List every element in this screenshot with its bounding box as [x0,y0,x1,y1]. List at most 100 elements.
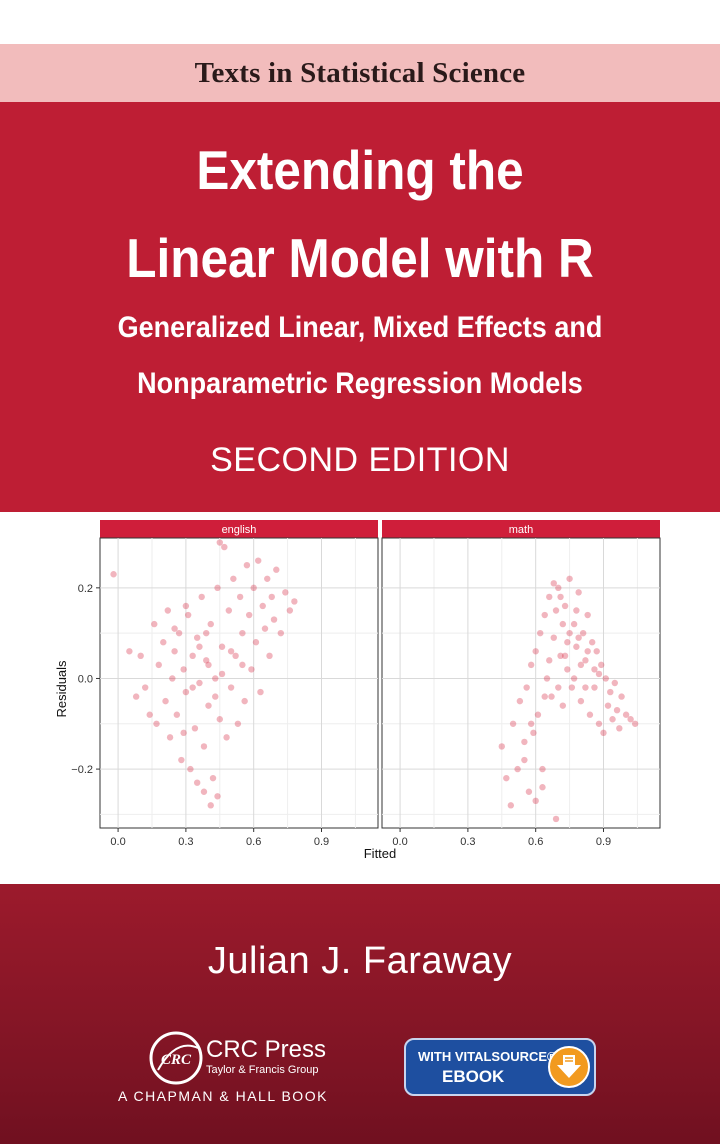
y-tick-label: −0.2 [71,764,93,776]
crc-logo-text: CRC [161,1052,192,1068]
data-point [584,611,591,619]
data-point [575,589,582,596]
data-point [203,657,210,664]
data-point [218,643,226,650]
y-tick-label: 0.2 [78,583,93,595]
data-point [146,711,153,718]
data-point [277,629,285,637]
data-point [622,711,630,718]
x-tick-label: 0.0 [110,836,125,848]
data-point [627,716,634,723]
data-point [250,584,257,592]
badge-line-1: WITH VITALSOURCE® [418,1049,557,1064]
residuals-scatter-chart: english 0.0 0.3 0.6 0.9 math 0.0 0.3 0.6 0.9 0.2 0.… [54,520,661,861]
data-point [586,711,594,718]
data-point [160,639,167,646]
data-point [514,765,521,773]
data-point [200,743,208,750]
data-point [273,566,280,573]
data-point [541,611,548,619]
data-point [132,693,140,700]
data-point [559,620,567,628]
data-point [530,729,537,737]
data-point [212,693,219,700]
data-point [216,539,223,546]
x-tick-label: 0.0 [392,836,407,848]
data-point [209,774,217,782]
data-point [532,797,539,805]
data-point [182,602,190,610]
data-point [227,648,235,655]
publisher-name: CRC Press [206,1036,327,1063]
data-point [564,639,571,646]
badge-line-2: EBOOK [442,1067,505,1086]
title-block [0,102,720,512]
data-point [613,706,621,714]
data-point [218,670,226,678]
data-point [207,620,214,628]
data-point [193,634,201,641]
data-point [198,593,205,601]
data-point [180,729,187,737]
x-tick-label: 0.6 [528,836,543,848]
data-point [189,652,196,660]
book-title-line-1: Extending the [196,139,524,201]
data-point [184,611,192,619]
data-point [523,684,530,691]
data-point [521,738,528,746]
data-point [539,765,546,773]
x-tick-label: 0.9 [596,836,611,848]
data-point [532,648,539,655]
data-point [525,788,533,795]
panel-frame [99,537,379,829]
publisher-group: Taylor & Francis Group [206,1064,319,1076]
data-point [268,593,275,601]
series-band: Texts in Statistical Science [0,44,720,102]
data-point [591,684,598,691]
crc-logo-icon: CRC [149,1031,203,1085]
author-block [0,884,720,1144]
x-tick-label: 0.3 [178,836,193,848]
data-point [534,711,542,718]
data-point [604,702,612,709]
data-point [561,652,569,660]
data-point [552,607,560,614]
author-name: Julian J. Faraway [207,940,513,982]
data-point [570,620,578,628]
data-point [566,629,573,637]
data-point [191,725,199,732]
data-point [282,589,289,596]
data-point [166,734,174,741]
data-point [239,661,246,669]
data-point [527,661,535,669]
data-point [546,657,553,664]
data-point [539,784,546,791]
data-point [557,652,564,660]
data-point [541,693,548,700]
data-point [582,657,589,664]
data-point [616,725,623,732]
data-point [550,634,557,641]
data-point [175,629,183,637]
data-point [573,643,580,650]
vitalsource-ebook-badge[interactable]: WITH VITALSOURCE® EBOOK [404,1038,596,1096]
data-point [270,616,278,623]
data-point [200,788,208,795]
data-point [291,598,298,605]
data-point [548,693,555,700]
data-point [259,602,266,610]
data-point [236,593,244,601]
data-point [223,734,230,741]
data-point [171,625,178,632]
data-point [187,765,194,773]
data-point [543,675,551,682]
data-point [264,575,271,582]
data-point [205,702,212,709]
data-point [550,580,557,587]
facet-label: math [509,524,533,536]
data-point [212,675,219,682]
data-point [248,666,255,673]
data-point [178,756,185,764]
data-point [595,670,603,678]
data-point [142,684,149,691]
